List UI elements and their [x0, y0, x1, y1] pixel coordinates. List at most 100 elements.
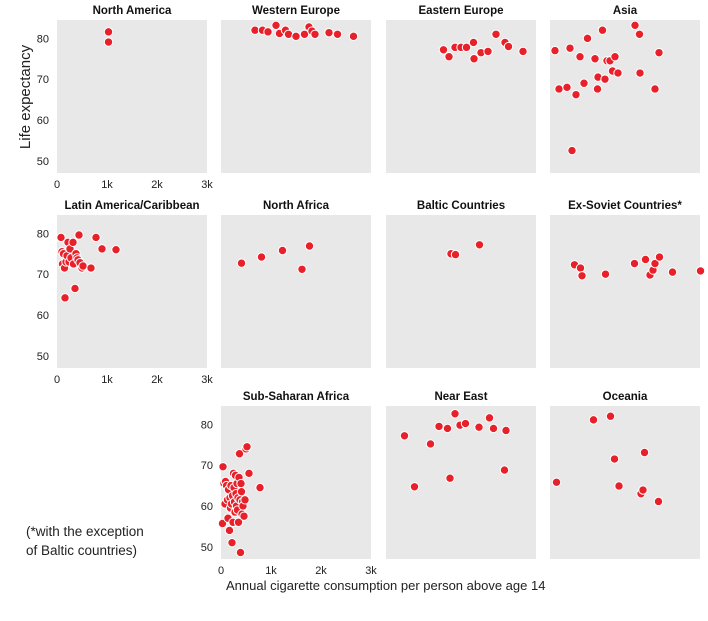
data-point [78, 261, 88, 271]
data-point [567, 145, 577, 156]
data-point [348, 31, 359, 42]
data-point [224, 525, 235, 536]
x-tick-label: 2k [151, 374, 163, 386]
data-point [650, 84, 660, 94]
data-point [592, 84, 603, 94]
data-point [304, 241, 315, 251]
y-tick-label: 80 [37, 33, 49, 45]
data-point [434, 421, 444, 432]
data-point [297, 264, 307, 274]
data-point [409, 482, 420, 492]
data-point [503, 41, 514, 52]
data-point [483, 46, 493, 57]
data-point [654, 252, 665, 262]
data-point [239, 511, 249, 521]
data-point [609, 454, 620, 464]
x-tick-label: 0 [54, 179, 60, 191]
data-point [444, 52, 454, 62]
data-point [597, 25, 608, 35]
data-point [399, 431, 410, 441]
data-point [236, 258, 247, 268]
panel-title: North Africa [263, 200, 330, 212]
data-point [613, 68, 623, 78]
y-tick-label: 70 [201, 460, 213, 472]
data-point [501, 425, 511, 436]
data-point [667, 267, 678, 277]
x-tick-label: 1k [101, 179, 113, 191]
data-point [438, 45, 449, 55]
data-point [442, 423, 453, 434]
data-point [242, 442, 252, 452]
panel-title: Ex-Soviet Countries* [568, 200, 682, 212]
data-point [277, 245, 288, 256]
data-point [630, 20, 640, 31]
panel-title: Western Europe [252, 5, 340, 17]
panel-background [57, 215, 207, 368]
data-point [236, 478, 246, 489]
data-point [474, 422, 484, 432]
y-tick-label: 80 [201, 419, 213, 431]
data-point [111, 244, 121, 255]
data-point [445, 473, 455, 483]
x-tick-label: 2k [315, 565, 327, 577]
data-point [103, 37, 114, 47]
panel-background [221, 20, 371, 173]
panel-title: Eastern Europe [419, 5, 504, 17]
data-point [605, 411, 616, 421]
data-point [635, 68, 645, 78]
data-point [70, 283, 80, 294]
data-point [255, 482, 265, 493]
y-tick-label: 50 [37, 156, 49, 168]
footnote: (*with the exception of Baltic countries… [26, 522, 144, 560]
data-point [610, 52, 620, 62]
x-tick-label: 1k [265, 565, 277, 577]
panel-ex-soviet-countries: Ex-Soviet Countries* [550, 200, 706, 368]
data-point [233, 517, 244, 527]
data-point [332, 29, 343, 39]
panel-north-america: North America 50 60 70 80 0 1k 2k 3k [37, 5, 214, 191]
data-point [565, 43, 575, 53]
panel-latin-america-caribbean: Latin America/Caribbean 50 60 70 80 0 1k 2k 3k [37, 200, 214, 386]
data-point [310, 29, 320, 39]
panel-title: Latin America/Caribbean [64, 200, 199, 212]
data-point [582, 33, 593, 44]
data-point [600, 74, 610, 84]
data-point [86, 263, 96, 273]
y-tick-label: 50 [201, 542, 213, 554]
x-axis-label: Annual cigarette consumption per person … [226, 578, 545, 593]
data-point [103, 27, 114, 37]
data-point [577, 271, 587, 281]
data-point [460, 418, 471, 429]
data-point [491, 29, 501, 39]
panel-asia: Asia [550, 5, 700, 173]
data-point [634, 29, 645, 39]
panels-layer: North America 50 60 70 80 0 1k 2k 3k Western Euro… [37, 5, 706, 577]
data-point [97, 244, 107, 254]
data-point [240, 495, 250, 505]
y-tick-label: 60 [201, 501, 213, 513]
y-tick-label: 60 [37, 115, 49, 127]
x-tick-label: 2k [151, 179, 163, 191]
data-point [91, 232, 101, 243]
data-point [640, 254, 651, 265]
x-tick-label: 0 [54, 374, 60, 386]
y-tick-label: 60 [37, 310, 49, 322]
panel-background [57, 20, 207, 173]
panel-background [550, 406, 700, 559]
panel-background [386, 215, 536, 368]
panel-title: Oceania [603, 391, 648, 403]
panel-background [386, 406, 536, 559]
data-point [450, 249, 461, 260]
data-point [425, 439, 436, 449]
data-point [461, 42, 472, 53]
panel-western-europe: Western Europe [221, 5, 371, 173]
data-point [291, 31, 301, 42]
data-point [450, 409, 460, 419]
data-point [271, 20, 281, 31]
data-point [518, 46, 528, 57]
data-point [60, 293, 70, 303]
panel-title: Near East [434, 391, 487, 403]
data-point [56, 232, 66, 243]
x-tick-label: 3k [201, 179, 213, 191]
